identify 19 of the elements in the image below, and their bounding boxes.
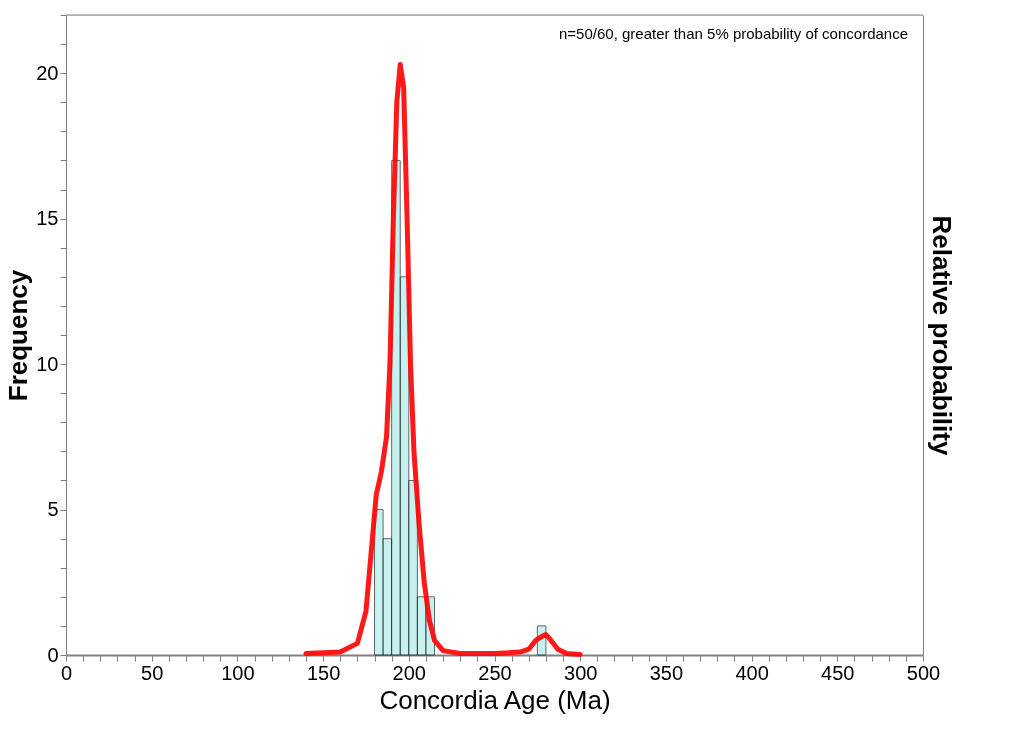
x-tick-label: 100 [221, 661, 255, 684]
y-tick-label: 10 [36, 352, 59, 375]
x-axis-title: Concordia Age (Ma) [379, 684, 611, 715]
x-tick-label: 50 [141, 661, 164, 684]
x-tick-label: 250 [478, 661, 512, 684]
x-tick-label: 300 [564, 661, 598, 684]
annotation: n=50/60, greater than 5% probability of concordance [559, 25, 908, 42]
y-tick-label: 0 [47, 643, 59, 666]
x-tick-label: 150 [306, 661, 341, 684]
y2-axis-title: Relative probability [926, 215, 957, 456]
x-tick-label: 350 [649, 661, 684, 684]
y-tick-label: 5 [47, 498, 59, 521]
x-tick-label: 200 [392, 661, 426, 684]
y-tick-label: 15 [36, 207, 59, 230]
x-tick-label: 400 [735, 661, 769, 684]
x-tick-label: 500 [906, 661, 941, 684]
y-axis-title: Frequency [3, 269, 34, 402]
x-tick-label: 450 [821, 661, 855, 684]
y-tick-label: 20 [36, 61, 59, 84]
